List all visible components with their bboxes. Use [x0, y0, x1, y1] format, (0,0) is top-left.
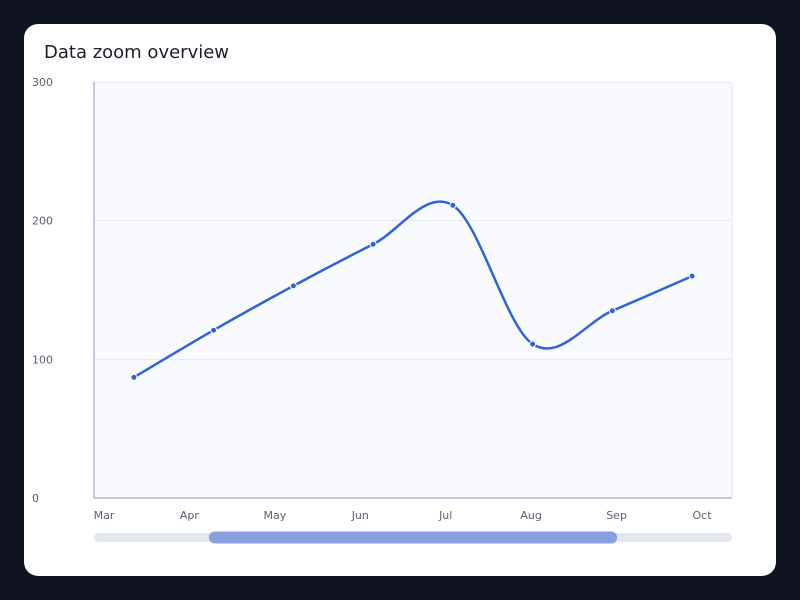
x-tick-label: Mar [94, 509, 115, 522]
x-tick-label: May [263, 509, 286, 522]
data-point [210, 326, 218, 334]
axes [93, 82, 732, 499]
y-tick-label: 300 [32, 76, 53, 89]
data-point [130, 373, 138, 381]
data-zoom-slider[interactable] [94, 531, 732, 544]
zoom-handle[interactable] [208, 531, 618, 544]
x-tick-label: Jul [438, 509, 452, 522]
data-point [369, 240, 377, 248]
x-axis-ticks: Mar Apr May Jun Jul Aug Sep Oct [94, 509, 713, 522]
x-tick-label: Apr [180, 509, 200, 522]
gridlines [94, 220, 732, 360]
series-layer [130, 200, 696, 381]
y-tick-label: 200 [32, 215, 53, 228]
x-tick-label: Aug [520, 509, 541, 522]
x-tick-label: Jun [351, 509, 369, 522]
chart-card: Data zoom overview 0 100 200 300 Mar Apr May J… [24, 24, 776, 576]
y-tick-label: 0 [32, 492, 39, 505]
line-chart: 0 100 200 300 Mar Apr May Jun Jul Aug Sep Oct [32, 76, 733, 544]
chart-title: Data zoom overview [44, 42, 230, 63]
data-point [688, 272, 696, 280]
y-axis-ticks: 0 100 200 300 [32, 76, 53, 505]
x-tick-label: Sep [606, 509, 627, 522]
x-tick-label: Oct [692, 509, 712, 522]
data-point [529, 340, 537, 348]
y-tick-label: 100 [32, 353, 53, 366]
series-line [132, 200, 694, 379]
plot-area [93, 81, 733, 499]
data-point [289, 282, 297, 290]
data-point [449, 201, 457, 209]
data-point [608, 307, 616, 315]
